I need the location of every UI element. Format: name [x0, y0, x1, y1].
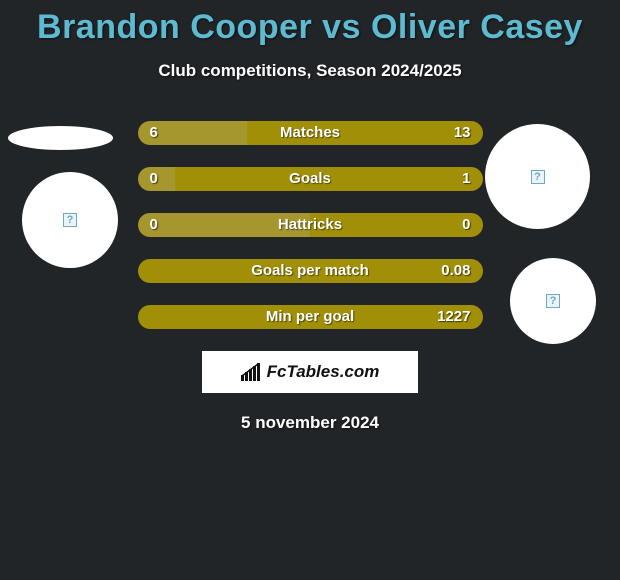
brand-box: FcTables.com	[202, 351, 418, 393]
stat-label: Matches	[138, 121, 483, 145]
stat-row: 613Matches	[138, 121, 483, 145]
stat-label: Hattricks	[138, 213, 483, 237]
stat-row: 00Hattricks	[138, 213, 483, 237]
brand-text: FcTables.com	[267, 362, 380, 382]
stat-label: Goals	[138, 167, 483, 191]
page-subtitle: Club competitions, Season 2024/2025	[0, 61, 620, 81]
date-line: 5 november 2024	[0, 413, 620, 433]
stat-row: 01Goals	[138, 167, 483, 191]
stat-row: 0.08Goals per match	[138, 259, 483, 283]
stat-label: Min per goal	[138, 305, 483, 329]
page-title: Brandon Cooper vs Oliver Casey	[0, 0, 620, 47]
stat-label: Goals per match	[138, 259, 483, 283]
stat-row: 1227Min per goal	[138, 305, 483, 329]
stats-block: 613Matches 01Goals 00Hattricks 0.08Goals pe…	[0, 121, 620, 329]
brand-bars-icon	[241, 363, 263, 381]
